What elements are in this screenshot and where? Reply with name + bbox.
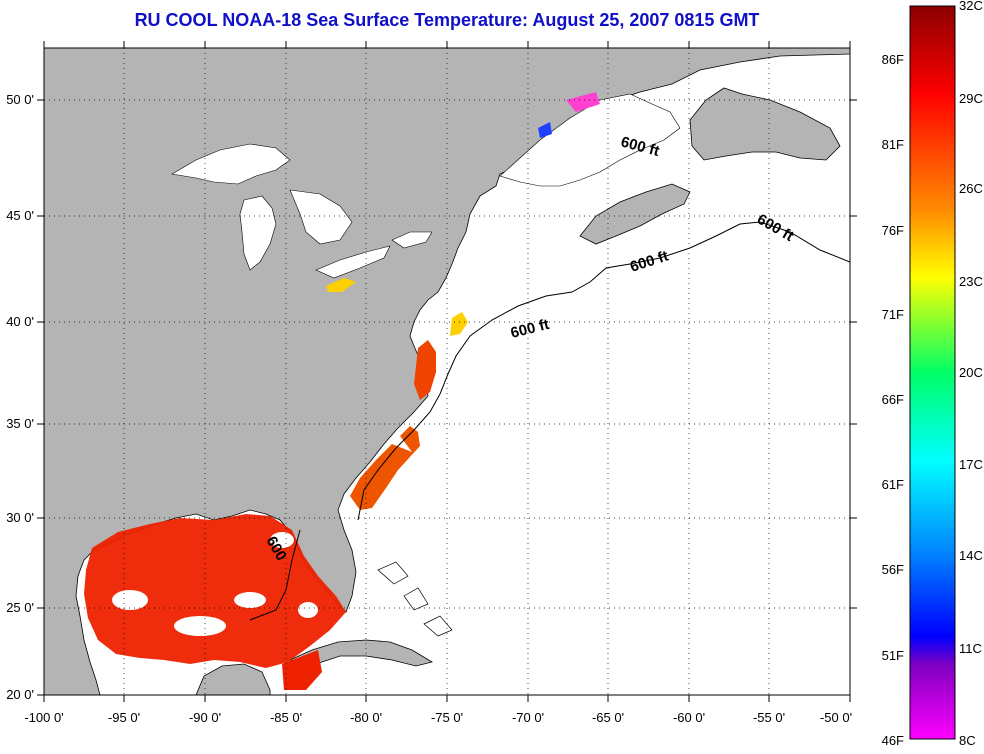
sst-st-lawrence-blue [538, 122, 552, 138]
colorbar-f-label: 61F [882, 477, 904, 492]
colorbar-c-label: 14C [959, 548, 983, 563]
x-tick-label: -55 0' [753, 710, 785, 725]
x-axis-labels: -100 0' -95 0' -90 0' -85 0' -80 0' -75 … [24, 710, 852, 725]
sst-new-jersey [450, 312, 468, 336]
colorbar-c-label: 20C [959, 365, 983, 380]
sst-chesapeake [414, 340, 436, 400]
x-tick-label: -80 0' [350, 710, 382, 725]
colorbar-c-label: 17C [959, 457, 983, 472]
colorbar-celsius-labels: 32C 29C 26C 23C 20C 17C 14C 11C 8C [959, 0, 983, 748]
sst-atlantic-coastal [350, 426, 420, 510]
x-tick-label: -50 0' [820, 710, 852, 725]
colorbar-f-label: 51F [882, 648, 904, 663]
lake-michigan [239, 195, 277, 271]
y-tick-label: 25 0' [6, 600, 34, 615]
y-tick-label: 20 0' [6, 687, 34, 702]
x-tick-label: -75 0' [431, 710, 463, 725]
colorbar-c-label: 8C [959, 733, 976, 748]
y-tick-label: 45 0' [6, 208, 34, 223]
y-tick-label: 40 0' [6, 314, 34, 329]
colorbar-f-label: 81F [882, 137, 904, 152]
colorbar-f-label: 76F [882, 223, 904, 238]
sst-lake-erie [326, 278, 356, 292]
lake-erie [315, 245, 391, 279]
y-tick-label: 50 0' [6, 92, 34, 107]
colorbar-c-label: 23C [959, 274, 983, 289]
colorbar-f-label: 46F [882, 733, 904, 748]
x-tick-label: -95 0' [108, 710, 140, 725]
lake-superior [171, 143, 291, 185]
colorbar-c-label: 32C [959, 0, 983, 13]
colorbar-c-label: 11C [959, 641, 982, 656]
colorbar-f-label: 56F [882, 562, 904, 577]
land-nova-scotia [579, 183, 691, 245]
x-tick-label: -65 0' [592, 710, 624, 725]
x-tick-label: -70 0' [512, 710, 544, 725]
sst-cuba-north [282, 650, 322, 690]
x-tick-label: -90 0' [189, 710, 221, 725]
colorbar-f-label: 71F [882, 307, 904, 322]
contour-600ft [357, 221, 850, 521]
sst-gulf-clouds [112, 532, 318, 636]
colorbar-fahrenheit-labels: 86F 81F 76F 71F 66F 61F 56F 51F 46F [882, 52, 904, 748]
y-axis-labels: 50 0' 45 0' 40 0' 35 0' 30 0' 25 0' 20 0… [6, 92, 34, 702]
x-tick-label: -85 0' [270, 710, 302, 725]
tick-marks [37, 41, 857, 702]
land-newfoundland [689, 87, 841, 161]
sst-st-lawrence-pink [566, 92, 600, 112]
colorbar [909, 5, 956, 740]
colorbar-f-label: 66F [882, 392, 904, 407]
map-title: RU COOL NOAA-18 Sea Surface Temperature:… [134, 10, 760, 30]
x-tick-label: -60 0' [673, 710, 705, 725]
colorbar-c-label: 26C [959, 181, 983, 196]
sst-gulf-of-mexico [84, 514, 346, 668]
colorbar-c-label: 29C [959, 91, 983, 106]
y-tick-label: 35 0' [6, 416, 34, 431]
contour-600ft-gulf [249, 529, 301, 621]
land-bahamas [377, 561, 453, 637]
y-tick-label: 30 0' [6, 510, 34, 525]
lake-huron [289, 189, 353, 245]
colorbar-f-label: 86F [882, 52, 904, 67]
lake-ontario [391, 231, 433, 249]
x-tick-label: -100 0' [24, 710, 63, 725]
land-cuba [288, 639, 434, 667]
land-yucatan [195, 663, 271, 695]
